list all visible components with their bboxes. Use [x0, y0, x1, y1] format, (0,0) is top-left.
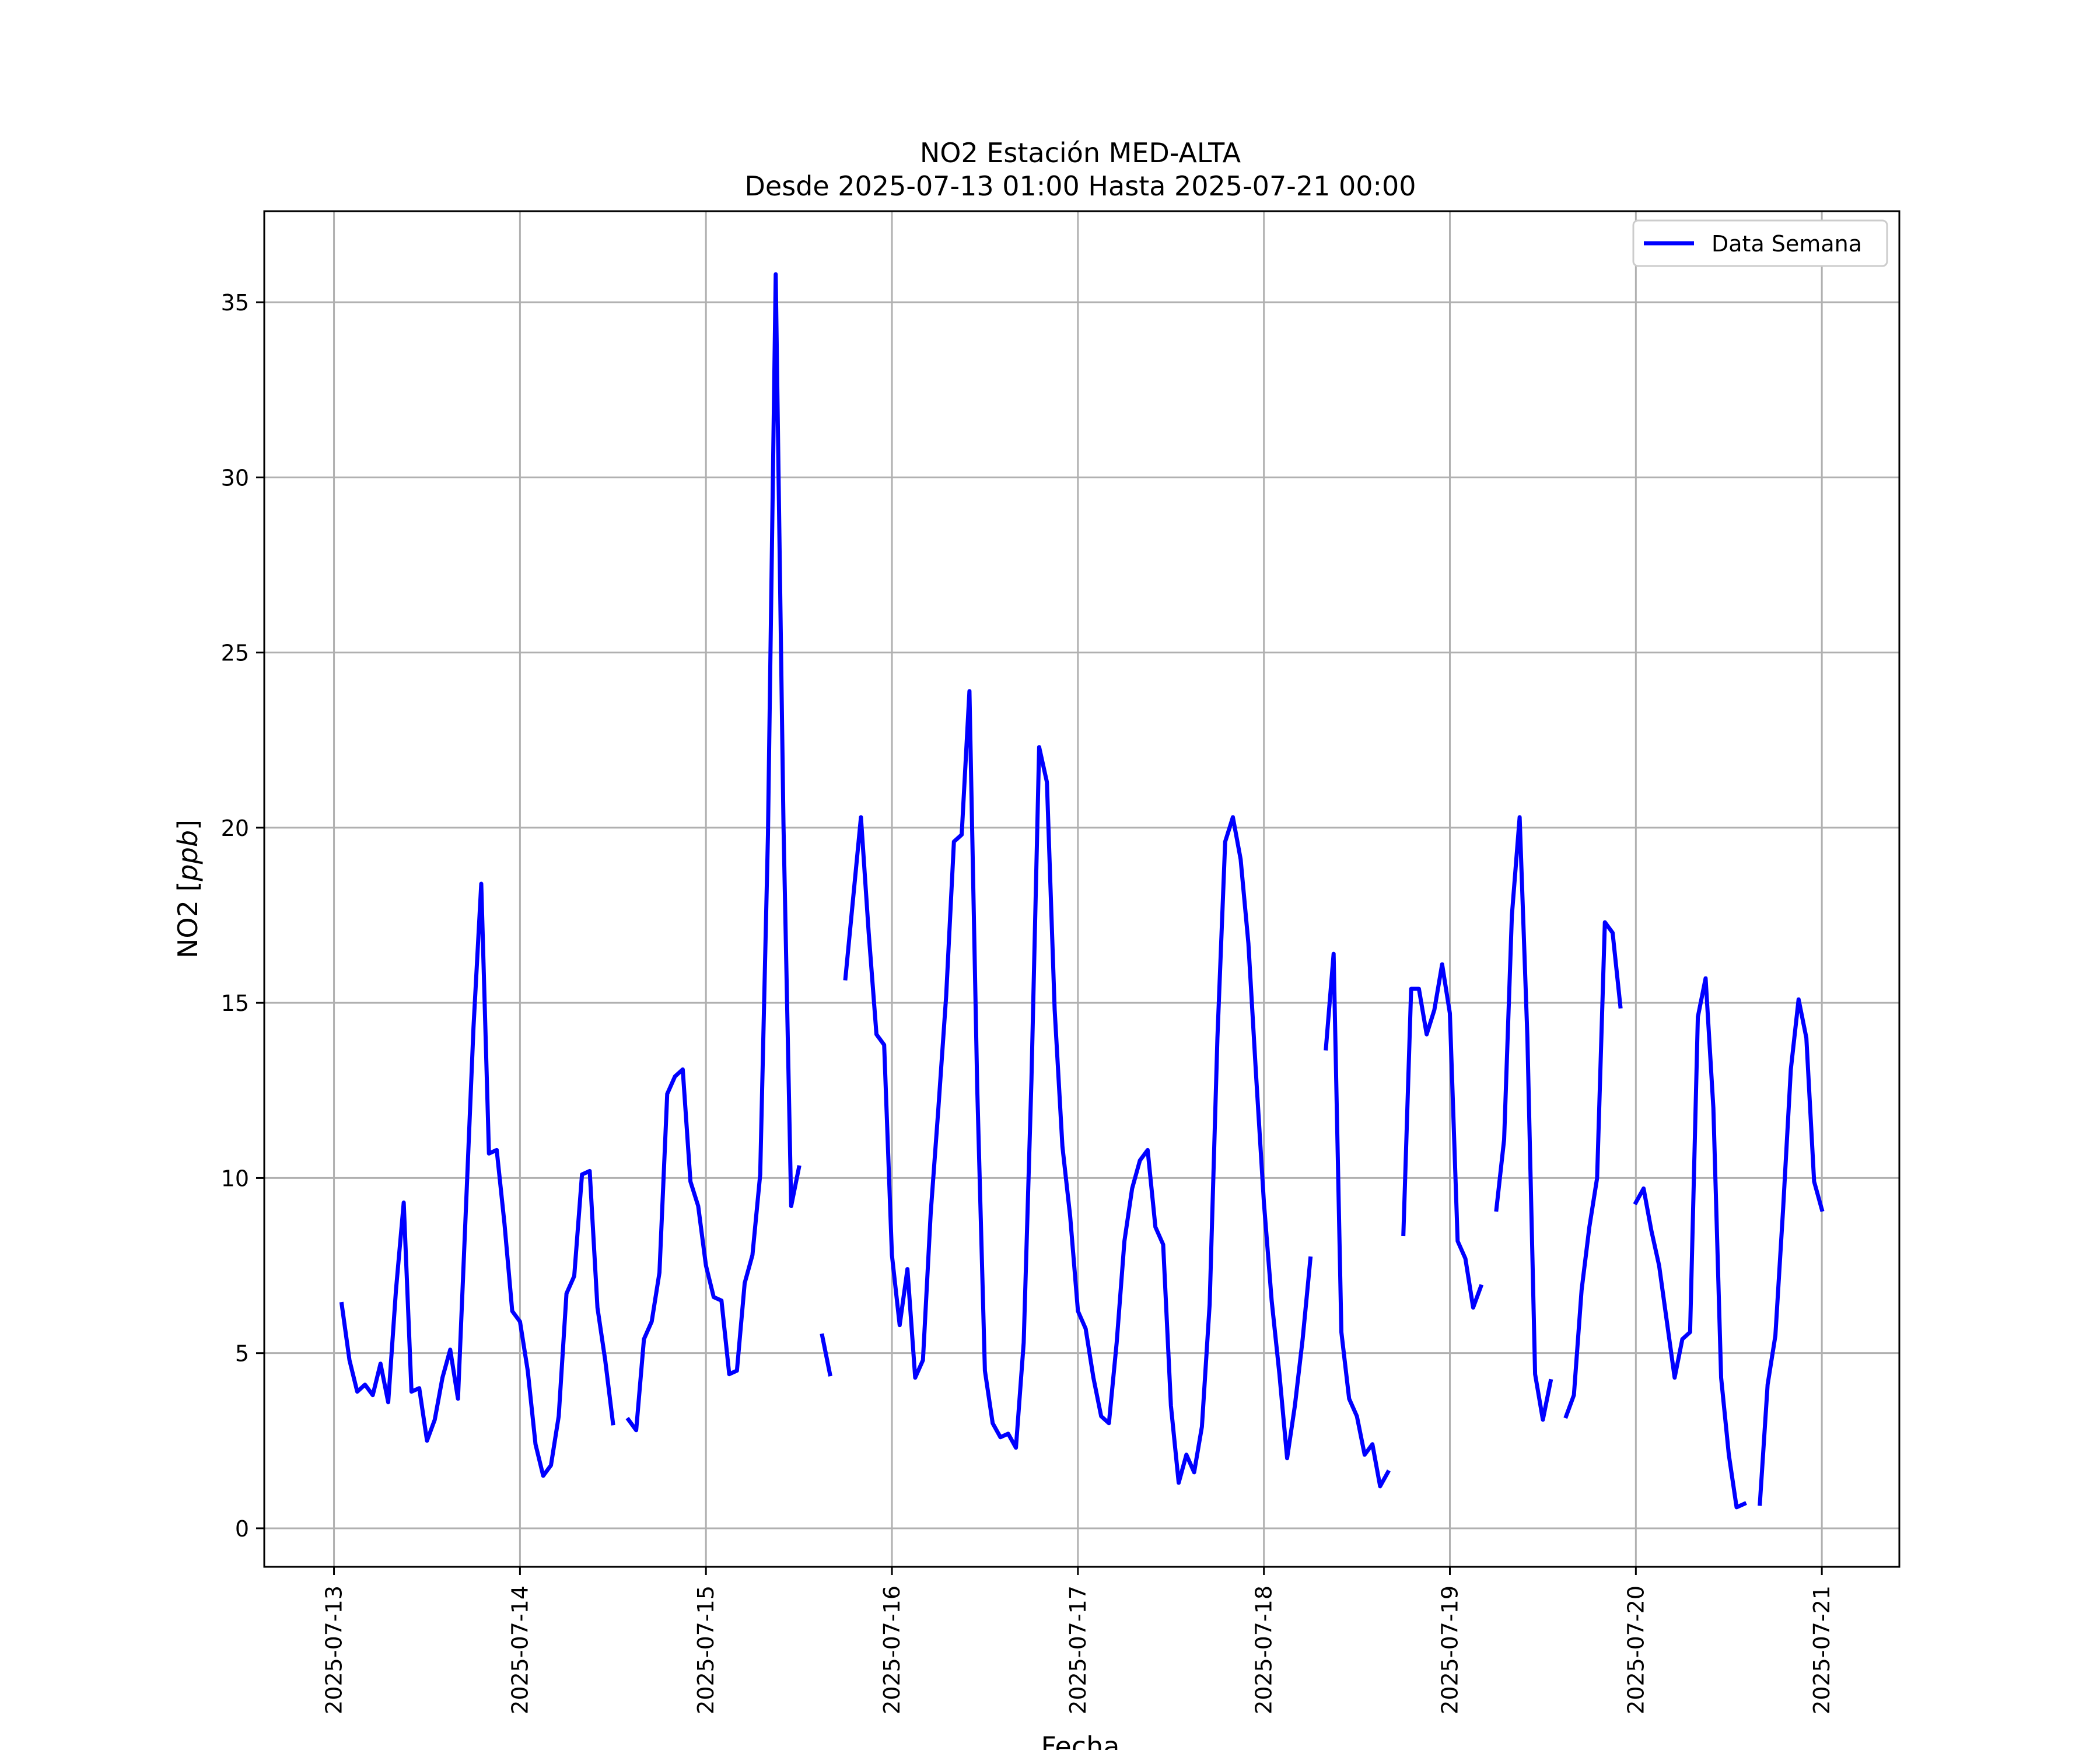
x-tick-label: 2025-07-17 — [1065, 1586, 1091, 1714]
x-tick-label: 2025-07-14 — [507, 1586, 533, 1714]
y-tick-label: 0 — [235, 1516, 249, 1542]
legend-label: Data Semana — [1712, 231, 1862, 257]
x-tick-label: 2025-07-19 — [1437, 1586, 1463, 1714]
grid-lines — [264, 211, 1899, 1567]
series-path — [339, 272, 1825, 1510]
y-tick-label: 25 — [221, 640, 249, 666]
chart-title: NO2 Estación MED-ALTA — [920, 137, 1241, 169]
legend: Data Semana — [1632, 219, 1888, 267]
x-tick-label: 2025-07-16 — [879, 1586, 905, 1714]
x-tick-label: 2025-07-21 — [1809, 1586, 1835, 1714]
chart-subtitle: Desde 2025-07-13 01:00 Hasta 2025-07-21 … — [744, 170, 1416, 202]
legend-box — [1632, 219, 1888, 267]
x-axis-label: Fecha — [1041, 1731, 1120, 1750]
x-axis-ticks: 2025-07-13 2025-07-14 2025-07-15 2025-07-16… — [321, 1567, 1835, 1714]
series-line-data-semana — [339, 272, 1825, 1510]
y-tick-label: 10 — [221, 1166, 249, 1191]
x-tick-label: 2025-07-18 — [1251, 1586, 1277, 1714]
y-axis-ticks: 0 5 10 15 20 25 30 35 — [221, 290, 264, 1542]
x-tick-label: 2025-07-20 — [1623, 1586, 1648, 1714]
y-tick-label: 30 — [221, 465, 249, 491]
y-axis-label: NO2 [ppb] — [172, 820, 204, 958]
plot-area-frame — [263, 210, 1901, 1568]
y-tick-label: 35 — [221, 290, 249, 316]
y-tick-label: 5 — [235, 1341, 249, 1367]
x-tick-label: 2025-07-15 — [693, 1586, 719, 1714]
y-tick-label: 20 — [221, 816, 249, 841]
x-tick-label: 2025-07-13 — [321, 1586, 347, 1714]
y-tick-label: 15 — [221, 991, 249, 1016]
